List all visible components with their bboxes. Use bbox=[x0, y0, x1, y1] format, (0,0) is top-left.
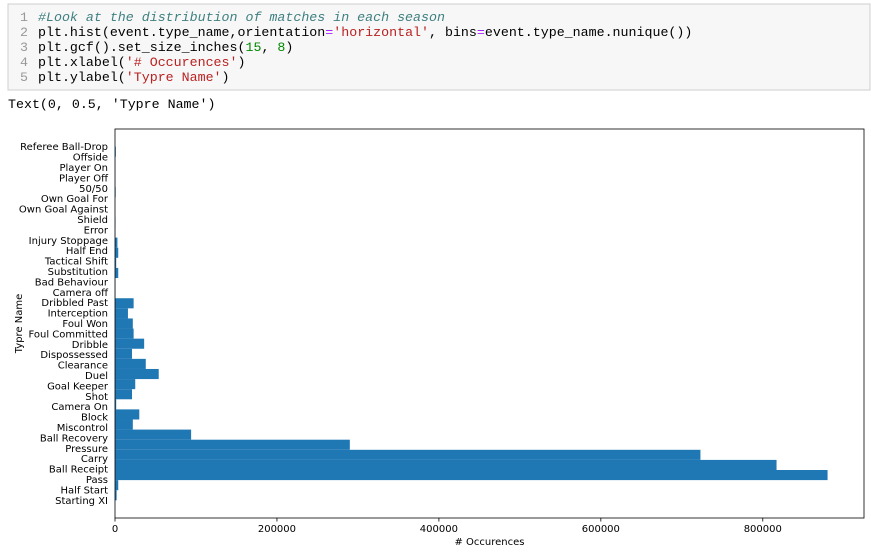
y-tick-label: Injury Stoppage bbox=[29, 236, 108, 247]
code-line: plt.gcf().set_size_inches(15, 8) bbox=[38, 40, 293, 55]
y-tick-label: Bad Behaviour bbox=[35, 277, 109, 288]
code-token: event.type_name.nunique()) bbox=[485, 25, 692, 40]
bar bbox=[115, 349, 132, 359]
y-tick-label: Own Goal Against bbox=[19, 205, 108, 216]
bar bbox=[115, 308, 128, 318]
cell-output: Text(0, 0.5, 'Typre Name') bbox=[8, 97, 215, 112]
bar bbox=[115, 329, 134, 339]
line-number: 2 bbox=[20, 25, 28, 40]
code-token: ) bbox=[238, 55, 246, 70]
y-tick-label: Dribbled Past bbox=[41, 298, 108, 309]
y-tick-label: Shot bbox=[85, 392, 108, 403]
y-tick-label: Tactical Shift bbox=[44, 257, 108, 268]
bar bbox=[115, 298, 134, 308]
code-token: plt.gcf().set_size_inches( bbox=[38, 40, 245, 55]
x-tick-label: 0 bbox=[112, 524, 118, 535]
y-tick-label: Foul Committed bbox=[28, 329, 108, 340]
bar bbox=[115, 450, 700, 460]
bar bbox=[115, 248, 118, 258]
code-token: , bbox=[261, 40, 277, 55]
code-token: plt.ylabel( bbox=[38, 70, 126, 85]
y-tick-label: Half End bbox=[66, 246, 108, 257]
code-line: plt.xlabel('# Occurences') bbox=[38, 55, 245, 70]
y-tick-label: Player On bbox=[59, 163, 108, 174]
bar bbox=[115, 379, 135, 389]
code-token: '# Occurences' bbox=[126, 55, 238, 70]
bar bbox=[115, 409, 139, 419]
bar bbox=[115, 440, 350, 450]
y-tick-label: Carry bbox=[81, 454, 108, 465]
x-tick-label: 600000 bbox=[582, 524, 620, 535]
y-tick-label: 50/50 bbox=[79, 184, 108, 195]
x-axis-label: # Occurences bbox=[454, 537, 524, 548]
code-token: 'horizontal' bbox=[333, 25, 429, 40]
code-token: ) bbox=[222, 70, 230, 85]
y-tick-label: Block bbox=[81, 413, 108, 424]
code-token: = bbox=[477, 25, 485, 40]
code-token: ) bbox=[285, 40, 293, 55]
y-tick-label: Clearance bbox=[58, 361, 108, 372]
y-tick-label: Duel bbox=[85, 371, 108, 382]
y-tick-label: Offside bbox=[73, 153, 108, 164]
code-token: plt.xlabel( bbox=[38, 55, 126, 70]
code-token: plt.hist(event.type_name,orientation bbox=[38, 25, 325, 40]
code-line: plt.ylabel('Typre Name') bbox=[38, 70, 230, 85]
y-tick-label: Ball Recovery bbox=[40, 433, 108, 444]
y-tick-label: Half Start bbox=[60, 485, 108, 496]
y-tick-label: Camera On bbox=[51, 402, 108, 413]
y-tick-label: Player Off bbox=[59, 173, 109, 184]
bar bbox=[115, 480, 118, 490]
code-token: 8 bbox=[277, 40, 285, 55]
y-tick-label: Substitution bbox=[48, 267, 108, 278]
line-number: 4 bbox=[20, 55, 28, 70]
bar bbox=[115, 359, 146, 369]
y-tick-label: Dribble bbox=[72, 340, 108, 351]
bar bbox=[115, 339, 144, 349]
y-axis-label: Typre Name bbox=[14, 294, 25, 355]
y-tick-label: Camera off bbox=[53, 288, 110, 299]
y-tick-label: Pass bbox=[86, 475, 108, 486]
bar bbox=[115, 460, 777, 470]
y-tick-label: Miscontrol bbox=[57, 423, 108, 434]
y-tick-label: Starting XI bbox=[55, 496, 108, 507]
code-token: #Look at the distribution of matches in … bbox=[38, 10, 445, 25]
bar bbox=[115, 419, 133, 429]
x-tick-label: 800000 bbox=[744, 524, 782, 535]
line-number: 3 bbox=[20, 40, 28, 55]
code-line: plt.hist(event.type_name,orientation='ho… bbox=[38, 25, 692, 40]
y-tick-label: Own Goal For bbox=[41, 194, 109, 205]
bar bbox=[115, 389, 132, 399]
y-tick-label: Error bbox=[84, 225, 109, 236]
y-tick-label: Dispossessed bbox=[40, 350, 108, 361]
code-token: = bbox=[325, 25, 333, 40]
y-tick-label: Pressure bbox=[65, 444, 108, 455]
bar bbox=[115, 470, 828, 480]
bar bbox=[115, 430, 191, 440]
code-token: 'Typre Name' bbox=[126, 70, 222, 85]
bar bbox=[115, 268, 118, 278]
code-line: #Look at the distribution of matches in … bbox=[38, 10, 445, 25]
y-tick-label: Foul Won bbox=[62, 319, 108, 330]
line-number: 1 bbox=[20, 10, 28, 25]
bar bbox=[115, 369, 159, 379]
y-tick-label: Ball Receipt bbox=[49, 465, 108, 476]
y-tick-label: Interception bbox=[48, 309, 108, 320]
x-tick-label: 400000 bbox=[420, 524, 458, 535]
line-number: 5 bbox=[20, 70, 28, 85]
y-tick-label: Goal Keeper bbox=[47, 381, 109, 392]
y-tick-label: Shield bbox=[77, 215, 108, 226]
y-tick-label: Referee Ball-Drop bbox=[20, 142, 108, 153]
bar bbox=[115, 318, 133, 328]
x-tick-label: 200000 bbox=[258, 524, 296, 535]
code-token: 15 bbox=[245, 40, 261, 55]
code-token: , bins bbox=[429, 25, 477, 40]
